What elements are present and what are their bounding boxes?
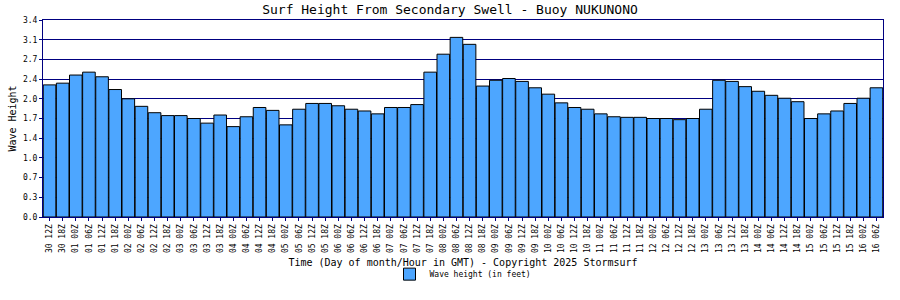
svg-text:03 18Z: 03 18Z (216, 224, 225, 253)
svg-text:11 18Z: 11 18Z (636, 224, 645, 253)
svg-text:01 06Z: 01 06Z (85, 224, 94, 253)
svg-text:08 12Z: 08 12Z (465, 224, 474, 253)
svg-text:03 06Z: 03 06Z (190, 224, 199, 253)
svg-text:06 00Z: 06 00Z (334, 224, 343, 253)
svg-text:05 06Z: 05 06Z (295, 224, 304, 253)
svg-text:Surf Height From Secondary Swe: Surf Height From Secondary Swell - Buoy … (262, 2, 638, 17)
svg-text:13 12Z: 13 12Z (728, 224, 737, 253)
svg-text:07 18Z: 07 18Z (426, 224, 435, 253)
svg-text:0.3: 0.3 (23, 193, 38, 202)
svg-text:09 06Z: 09 06Z (505, 224, 514, 253)
svg-text:14 06Z: 14 06Z (767, 224, 776, 253)
svg-text:12 00Z: 12 00Z (649, 224, 658, 253)
svg-text:05 00Z: 05 00Z (281, 224, 290, 253)
svg-text:06 18Z: 06 18Z (373, 224, 382, 253)
svg-text:12 18Z: 12 18Z (688, 224, 697, 253)
svg-text:02 00Z: 02 00Z (124, 224, 133, 253)
svg-text:16 00Z: 16 00Z (859, 224, 868, 253)
svg-text:05 12Z: 05 12Z (308, 224, 317, 253)
svg-text:13 06Z: 13 06Z (715, 224, 724, 253)
svg-text:01 18Z: 01 18Z (111, 224, 120, 253)
svg-text:02 06Z: 02 06Z (137, 224, 146, 253)
svg-text:04 06Z: 04 06Z (242, 224, 251, 253)
svg-text:06 06Z: 06 06Z (347, 224, 356, 253)
svg-text:14 00Z: 14 00Z (754, 224, 763, 253)
svg-text:01 12Z: 01 12Z (98, 224, 107, 253)
svg-text:10 00Z: 10 00Z (544, 224, 553, 253)
svg-text:04 18Z: 04 18Z (268, 224, 277, 253)
svg-text:12 12Z: 12 12Z (675, 224, 684, 253)
svg-text:0.0: 0.0 (23, 213, 38, 222)
svg-text:02 12Z: 02 12Z (150, 224, 159, 253)
svg-text:03 00Z: 03 00Z (176, 224, 185, 253)
svg-text:2.0: 2.0 (23, 95, 38, 104)
svg-text:Wave Height: Wave Height (7, 85, 18, 151)
svg-text:1.4: 1.4 (23, 134, 38, 143)
svg-text:30 12Z: 30 12Z (45, 224, 54, 253)
svg-text:06 12Z: 06 12Z (360, 224, 369, 253)
svg-text:10 12Z: 10 12Z (570, 224, 579, 253)
svg-text:13 00Z: 13 00Z (701, 224, 710, 253)
svg-text:16 06Z: 16 06Z (872, 224, 881, 253)
svg-text:15 12Z: 15 12Z (833, 224, 842, 253)
svg-text:Wave height (in feet): Wave height (in feet) (430, 270, 531, 279)
svg-text:15 00Z: 15 00Z (806, 224, 815, 253)
svg-text:08 00Z: 08 00Z (439, 224, 448, 253)
svg-text:30 18Z: 30 18Z (58, 224, 67, 253)
svg-text:2.4: 2.4 (23, 75, 38, 84)
svg-text:15 18Z: 15 18Z (846, 224, 855, 253)
svg-text:12 06Z: 12 06Z (662, 224, 671, 253)
svg-text:14 12Z: 14 12Z (780, 224, 789, 253)
svg-text:11 12Z: 11 12Z (623, 224, 632, 253)
svg-text:08 06Z: 08 06Z (452, 224, 461, 253)
svg-text:13 18Z: 13 18Z (741, 224, 750, 253)
svg-text:03 12Z: 03 12Z (203, 224, 212, 253)
svg-text:3.4: 3.4 (23, 16, 38, 25)
svg-text:0.7: 0.7 (23, 173, 38, 182)
svg-text:2.7: 2.7 (23, 55, 38, 64)
svg-text:08 18Z: 08 18Z (478, 224, 487, 253)
svg-text:10 06Z: 10 06Z (557, 224, 566, 253)
svg-text:07 06Z: 07 06Z (400, 224, 409, 253)
svg-text:07 00Z: 07 00Z (386, 224, 395, 253)
svg-text:10 18Z: 10 18Z (583, 224, 592, 253)
svg-text:14 18Z: 14 18Z (793, 224, 802, 253)
svg-text:11 06Z: 11 06Z (610, 224, 619, 253)
svg-text:15 06Z: 15 06Z (820, 224, 829, 253)
svg-text:11 00Z: 11 00Z (596, 224, 605, 253)
svg-text:09 12Z: 09 12Z (518, 224, 527, 253)
svg-text:05 18Z: 05 18Z (321, 224, 330, 253)
svg-text:07 12Z: 07 12Z (413, 224, 422, 253)
svg-text:09 00Z: 09 00Z (491, 224, 500, 253)
svg-text:09 18Z: 09 18Z (531, 224, 540, 253)
svg-text:1.7: 1.7 (23, 114, 38, 123)
svg-text:3.1: 3.1 (23, 36, 38, 45)
svg-text:Time (Day of month/Hour in GMT: Time (Day of month/Hour in GMT) - Copyri… (288, 257, 637, 268)
svg-text:02 18Z: 02 18Z (163, 224, 172, 253)
svg-text:04 00Z: 04 00Z (229, 224, 238, 253)
svg-text:1.0: 1.0 (23, 154, 38, 163)
svg-text:04 12Z: 04 12Z (255, 224, 264, 253)
svg-text:01 00Z: 01 00Z (71, 224, 80, 253)
